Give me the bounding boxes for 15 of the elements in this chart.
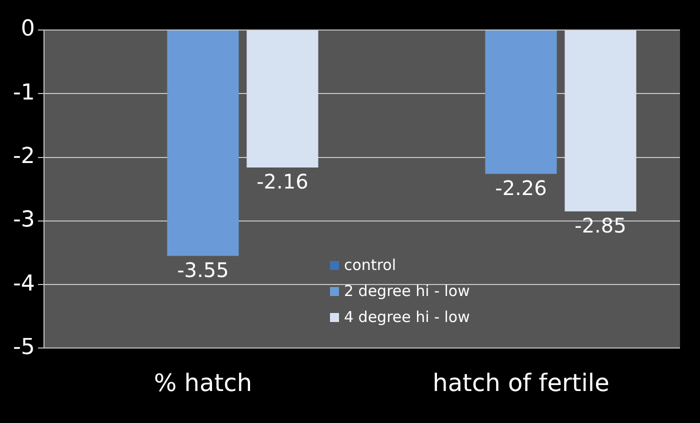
y-tick-label: 0 [20,16,35,42]
x-tick-label: hatch of fertile [432,368,610,397]
data-label: -3.55 [177,258,229,282]
legend-label: control [344,255,396,276]
x-tick-label: % hatch [154,368,252,397]
y-tick-label: -5 [13,334,35,360]
y-tick-label: -2 [13,144,35,169]
legend-label: 4 degree hi - low [344,307,470,328]
legend-label: 2 degree hi - low [344,281,470,302]
y-tick-label: -4 [13,271,35,296]
data-label: -2.85 [574,214,626,238]
y-tick-label: -3 [13,208,35,233]
y-tick-label: -1 [13,80,35,106]
data-label: -2.26 [495,176,547,200]
data-label: -2.16 [256,170,308,194]
